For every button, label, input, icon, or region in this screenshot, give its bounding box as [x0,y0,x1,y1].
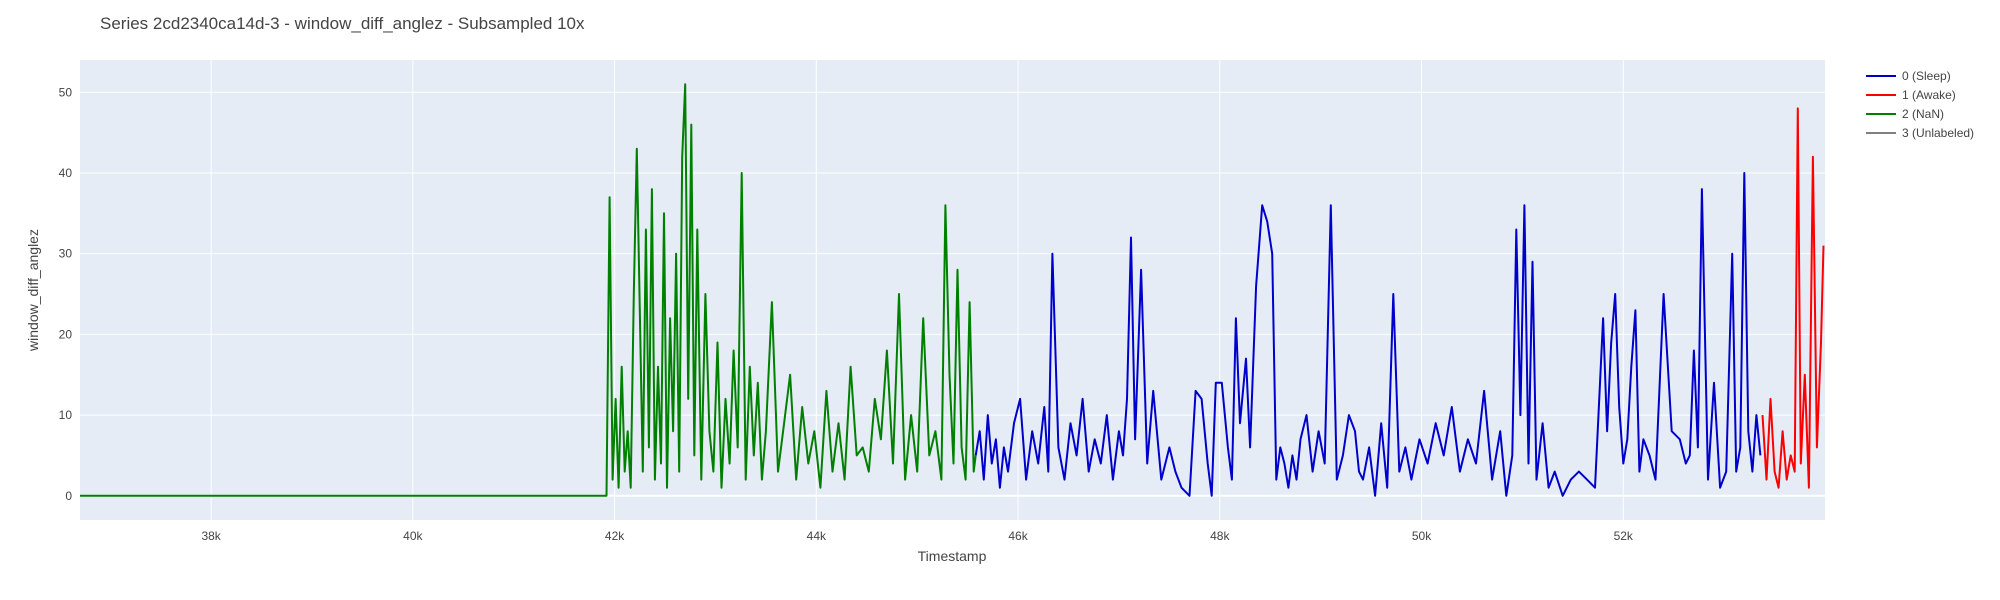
y-axis-title: window_diff_anglez [25,229,41,352]
y-tick-label: 30 [59,247,73,261]
series-line-sleep [974,172,1762,497]
legend-swatch-sleep [1866,74,1896,77]
legend-label-unlabeled: 3 (Unlabeled) [1902,125,1975,140]
series-lines [80,83,1825,497]
legend-item-sleep[interactable]: 0 (Sleep) [1866,66,1974,85]
x-tick-label: 52k [1614,529,1634,543]
x-tick-labels: 38k 40k 42k 44k 46k 48k 50k 52k [201,529,1633,543]
y-tick-label: 0 [65,489,72,503]
x-axis-title: Timestamp [918,548,987,564]
legend: 0 (Sleep) 1 (Awake) 2 (NaN) 3 (Unlabeled… [1866,66,1974,142]
legend-swatch-nan [1866,112,1896,115]
x-tick-label: 38k [201,529,221,543]
x-tick-label: 48k [1210,529,1230,543]
legend-label-sleep: 0 (Sleep) [1902,68,1951,83]
y-tick-label: 10 [59,408,73,422]
y-tick-label: 20 [59,327,73,341]
x-tick-label: 44k [807,529,827,543]
legend-swatch-unlabeled [1866,131,1896,134]
legend-item-awake[interactable]: 1 (Awake) [1866,85,1974,104]
legend-swatch-awake [1866,93,1896,96]
series-line-awake [1761,107,1825,489]
legend-item-nan[interactable]: 2 (NaN) [1866,104,1974,123]
x-tick-label: 40k [403,529,423,543]
x-tick-label: 42k [605,529,625,543]
legend-item-unlabeled[interactable]: 3 (Unlabeled) [1866,123,1974,142]
y-tick-labels: 0 10 20 30 40 50 [59,85,73,503]
x-tick-label: 50k [1412,529,1432,543]
y-tick-label: 50 [59,85,73,99]
legend-label-awake: 1 (Awake) [1902,87,1956,102]
y-tick-label: 40 [59,166,73,180]
x-tick-label: 46k [1008,529,1028,543]
chart-title: Series 2cd2340ca14d-3 - window_diff_angl… [100,14,585,33]
legend-label-nan: 2 (NaN) [1902,106,1945,121]
series-line-nan [80,83,977,497]
